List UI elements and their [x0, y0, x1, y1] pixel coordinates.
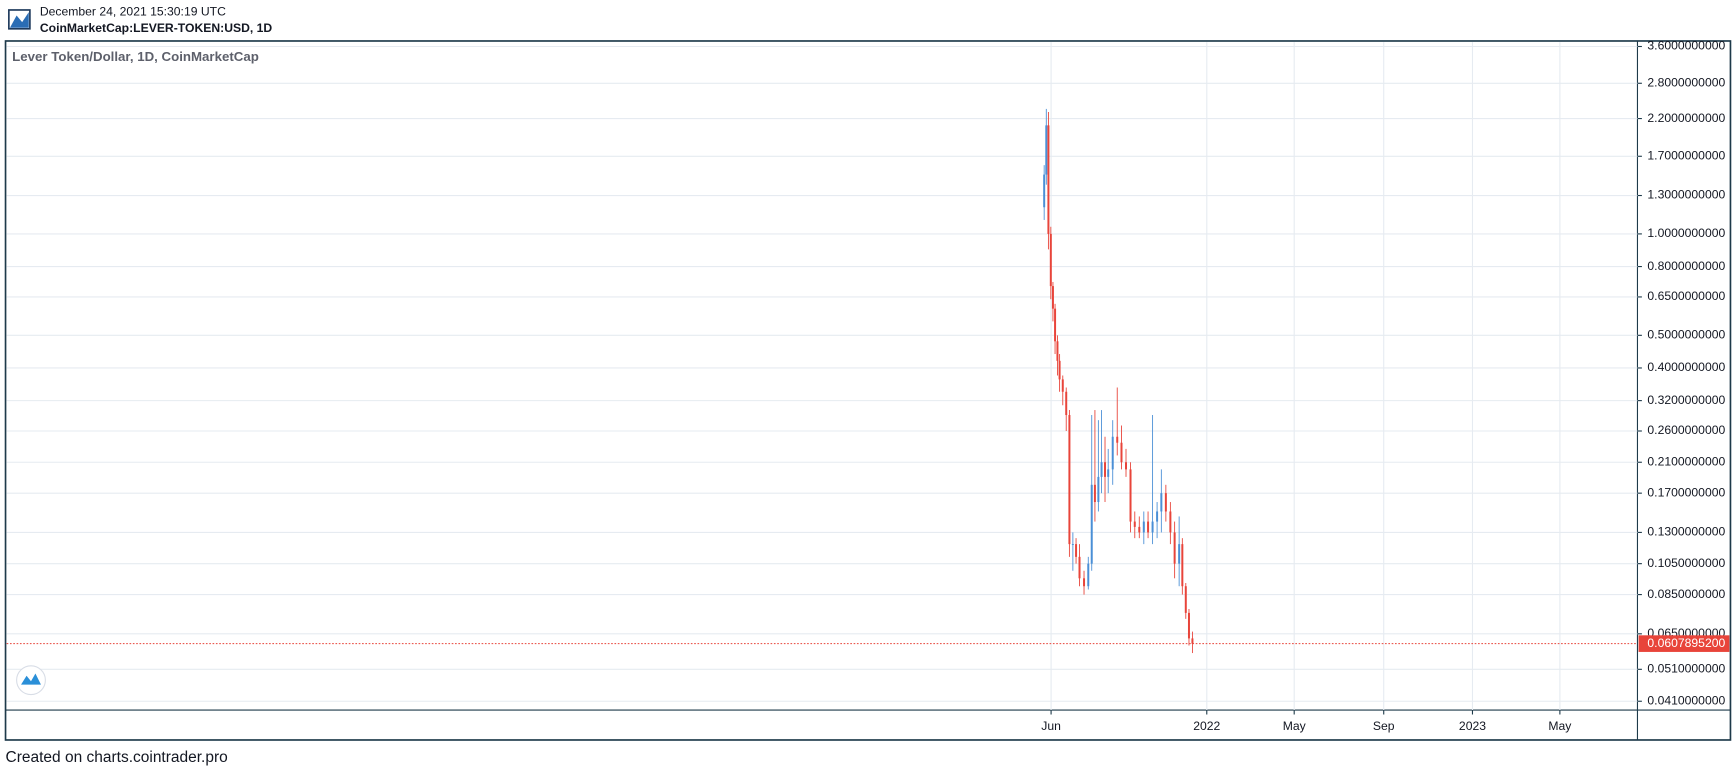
candle-body [1129, 469, 1132, 522]
candle-body [1093, 484, 1096, 503]
candle-body [1097, 476, 1100, 503]
x-tick-label: 2022 [1193, 719, 1220, 733]
x-tick-label: May [1548, 719, 1572, 733]
candle-body [1147, 521, 1150, 533]
candle-body [1111, 436, 1114, 470]
y-tick-label: 0.0850000000 [1647, 587, 1725, 601]
candle-body [1151, 521, 1154, 533]
y-tick-label: 2.2000000000 [1647, 111, 1725, 125]
candle-body [1104, 462, 1107, 477]
candle-body [1133, 521, 1136, 527]
y-tick-label: 0.8000000000 [1647, 259, 1725, 273]
candle-body [1156, 511, 1159, 522]
y-tick-label: 0.1050000000 [1647, 556, 1725, 570]
grid [6, 42, 1638, 711]
y-tick-label: 1.0000000000 [1647, 226, 1725, 240]
candle-body [1120, 442, 1123, 463]
candle-body [1178, 544, 1181, 564]
axis-labels: 3.6000000000 2.8000000000 2.2000000000 1.70… [1041, 39, 1730, 733]
y-tick-label: 1.7000000000 [1647, 148, 1725, 162]
candle-body [1160, 493, 1163, 512]
candle-body [1116, 436, 1119, 443]
candle-body [1054, 308, 1057, 342]
last-price-tag [1638, 635, 1730, 652]
y-tick-label: 0.5000000000 [1647, 328, 1725, 342]
y-tick-label: 0.1300000000 [1647, 525, 1725, 539]
candle-body [1090, 484, 1093, 564]
chart-legend: Lever Token/Dollar, 1D, CoinMarketCap [12, 49, 259, 64]
candle-body [1045, 125, 1048, 175]
candle-body [1071, 544, 1074, 546]
x-tick-label: May [1283, 719, 1307, 733]
candle-body [1056, 341, 1059, 361]
candle-body [1107, 469, 1110, 477]
y-tick-label: 0.1700000000 [1647, 485, 1725, 499]
candle-body [1068, 415, 1071, 545]
candle-body [1043, 174, 1046, 208]
watermark-logo [16, 665, 46, 696]
candle-body [1065, 391, 1068, 416]
y-tick-label: 0.4000000000 [1647, 360, 1725, 374]
symbol: CoinMarketCap:LEVER-TOKEN:USD, 1D [40, 21, 273, 35]
candle-body [1181, 544, 1184, 587]
y-tick-label: 0.2600000000 [1647, 423, 1725, 437]
y-tick-label: 0.0510000000 [1647, 662, 1725, 676]
candle-body [1138, 526, 1141, 533]
candle-body [1049, 233, 1052, 287]
y-tick-label: 3.6000000000 [1647, 39, 1725, 53]
y-tick-label: 0.6500000000 [1647, 289, 1725, 303]
candle-body [1078, 556, 1081, 579]
candle-body [1173, 532, 1176, 564]
candle-body [1191, 638, 1194, 644]
y-tick-label: 1.3000000000 [1647, 188, 1725, 202]
x-tick-label: Jun [1041, 719, 1061, 733]
candle-body [1058, 360, 1061, 380]
candle-body [1100, 462, 1103, 477]
candle-body [1047, 125, 1050, 234]
x-tick-label: Sep [1373, 719, 1395, 733]
candle-body [1125, 462, 1128, 470]
y-tick-label: 0.2100000000 [1647, 454, 1725, 468]
candle-body [1051, 286, 1054, 309]
candles [6, 108, 1638, 654]
y-tick-label: 2.8000000000 [1647, 75, 1725, 89]
chart-frame [4, 40, 1732, 741]
timestamp: December 24, 2021 15:30:19 UTC [40, 4, 226, 18]
candle-body [1184, 586, 1187, 613]
candle-body [1061, 379, 1064, 392]
candle-body [1164, 493, 1167, 512]
x-tick-label: 2023 [1459, 719, 1486, 733]
candle-body [1142, 521, 1145, 533]
candle-body [1075, 544, 1078, 557]
candle-body [1083, 578, 1086, 587]
logo [8, 9, 31, 30]
footer: Created on charts.cointrader.pro [6, 749, 228, 766]
candle-body [1087, 563, 1090, 587]
candle-body [1169, 511, 1172, 533]
candle-body [1187, 612, 1190, 639]
y-tick-label: 0.3200000000 [1647, 393, 1725, 407]
last-price-label: 0.0607895200 [1647, 636, 1725, 650]
y-tick-label: 0.0410000000 [1647, 693, 1725, 707]
